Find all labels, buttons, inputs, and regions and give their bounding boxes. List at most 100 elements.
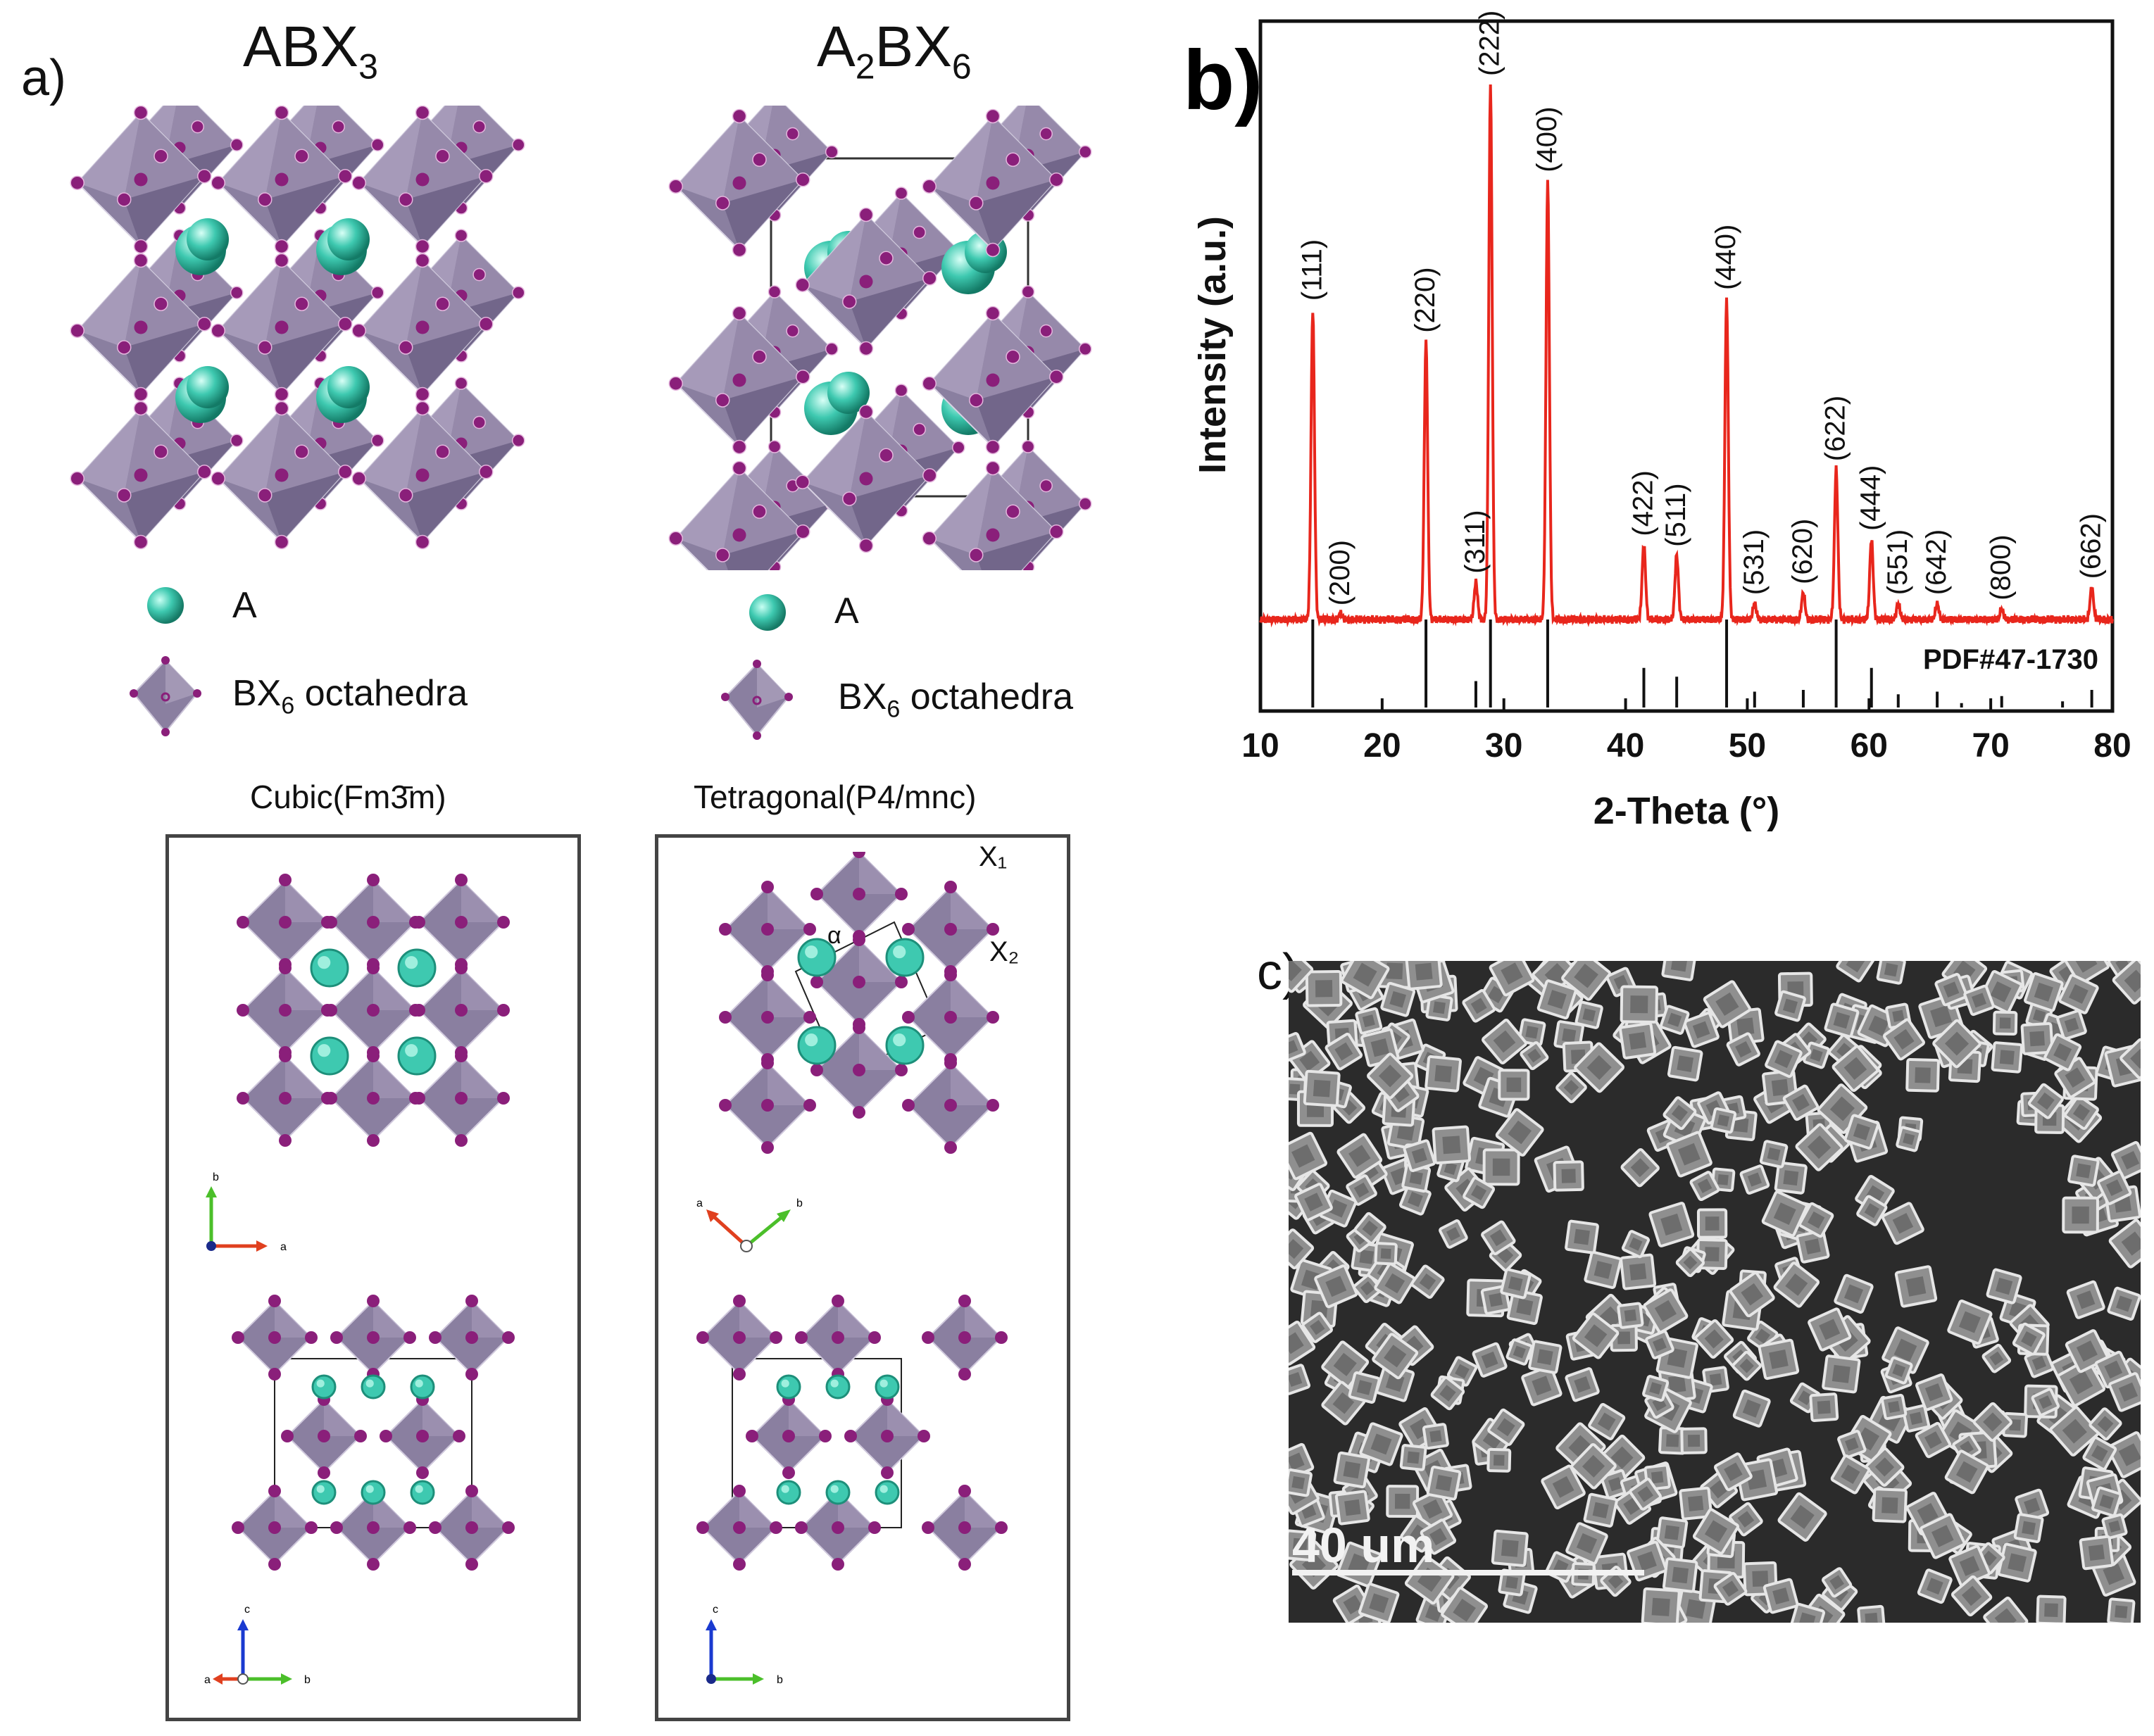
octahedron	[211, 253, 353, 402]
angle-alpha-label: α	[827, 922, 841, 949]
peak-label: (622)	[1820, 396, 1851, 461]
crystal	[1641, 1587, 1681, 1623]
a-site-atom	[776, 1374, 801, 1400]
a-site-atom	[825, 1480, 851, 1505]
x-tick-label: 10	[1241, 727, 1279, 765]
crystal	[1857, 1604, 1886, 1623]
a-site-atom	[397, 948, 437, 988]
octahedron	[719, 969, 816, 1066]
crystal	[2097, 1170, 2132, 1205]
crystal	[1992, 1010, 2018, 1036]
cubic-side-view	[232, 1295, 515, 1571]
crystal	[1661, 961, 1698, 981]
panel-b-label: b)	[1183, 33, 1263, 127]
peak-label: (551)	[1882, 529, 1913, 595]
crystal	[1675, 1247, 1705, 1278]
sem-crystals	[1289, 961, 2141, 1623]
legend-a-atom-icon	[147, 587, 184, 624]
crystal	[1441, 1586, 1489, 1623]
crystal	[1643, 1288, 1689, 1334]
crystal	[1920, 1513, 1966, 1559]
abx3-perovskite-structure	[70, 106, 525, 550]
octahedron	[330, 1295, 416, 1380]
crystal	[2061, 961, 2110, 986]
a-site-atom	[410, 1374, 435, 1400]
crystal	[2119, 1038, 2141, 1079]
crystal	[1972, 1402, 2012, 1442]
crystal	[1696, 1238, 1728, 1270]
a-site-atom	[885, 1026, 925, 1065]
cubic-axis-a: a	[280, 1241, 287, 1253]
octahedron	[70, 253, 212, 402]
peak-label: (222)	[1474, 11, 1505, 76]
crystal	[1495, 1108, 1544, 1157]
octahedron	[281, 1393, 367, 1479]
octahedron	[795, 404, 937, 553]
a-site-atom	[327, 366, 370, 408]
a-site-atom	[885, 938, 925, 977]
octahedron	[413, 874, 510, 971]
crystal	[1692, 1508, 1740, 1555]
octahedron	[795, 1295, 881, 1380]
crystal	[1588, 1402, 1626, 1441]
legend-octahedra-label: BX6 octahedra	[232, 672, 468, 719]
tetragonal-side-view	[696, 1295, 1008, 1571]
crystal	[1482, 1019, 1527, 1064]
crystal	[1981, 1343, 2012, 1373]
octahedron	[211, 106, 353, 254]
cubic-axes-ab: b a	[206, 1171, 287, 1253]
crystal	[1915, 1373, 1953, 1411]
reference-label: PDF#47-1730	[1923, 644, 2098, 675]
crystal	[1289, 1529, 1317, 1562]
crystal	[1726, 1032, 1760, 1067]
a2bx6-bx: BX	[875, 15, 952, 79]
crystal	[2024, 972, 2064, 1012]
a2bx6-a: A	[817, 15, 856, 79]
crystal	[1334, 1490, 1370, 1526]
crystal	[1662, 1557, 1698, 1593]
crystal	[2064, 1095, 2099, 1131]
cubic-axis-a2: a	[204, 1674, 211, 1686]
crystal	[1303, 1069, 1341, 1107]
crystal	[1932, 1019, 1981, 1069]
legend-octahedra-label-right: BX6 octahedra	[838, 676, 1073, 723]
crystal	[2012, 1322, 2046, 1356]
a2bx6-double-perovskite-structure	[668, 106, 1092, 570]
crystal	[1821, 1567, 1853, 1598]
crystal	[1991, 1041, 2024, 1074]
crystal	[1703, 980, 1751, 1029]
crystal	[2082, 1436, 2117, 1471]
octahedron	[719, 1057, 816, 1154]
crystal	[1553, 1160, 1584, 1192]
crystal	[2107, 1597, 2136, 1623]
crystal	[1410, 1264, 1445, 1299]
a-site-atom	[310, 948, 349, 988]
crystal	[1894, 1265, 1938, 1308]
crystal	[1404, 1554, 1455, 1605]
octahedron	[429, 1295, 515, 1380]
crystal	[1710, 1107, 1737, 1134]
crystal	[1944, 1449, 1989, 1495]
crystal	[1386, 1485, 1420, 1518]
a-site-atom	[410, 1480, 435, 1505]
crystal	[1572, 1312, 1620, 1359]
a-site-atom	[875, 1374, 900, 1400]
a-site-atom	[397, 1036, 437, 1076]
panel-a-label: a)	[21, 50, 67, 106]
crystal	[1830, 1454, 1871, 1495]
crystal	[1620, 985, 1658, 1024]
crystal	[1782, 1084, 1820, 1121]
crystal	[1620, 1253, 1657, 1290]
crystal	[2056, 1009, 2087, 1040]
octahedron	[696, 1295, 782, 1380]
tetragonal-axes-cb: c b	[706, 1604, 783, 1686]
crystal	[1346, 1174, 1377, 1206]
abx3-formula: ABX3	[243, 14, 378, 87]
crystal	[1986, 1268, 2022, 1304]
crystal	[1732, 1350, 1762, 1381]
crystal	[1761, 1190, 1808, 1238]
crystal	[1584, 1250, 1622, 1289]
crystal	[1355, 1007, 1383, 1035]
octahedron	[922, 460, 1064, 570]
octahedron	[719, 881, 816, 978]
